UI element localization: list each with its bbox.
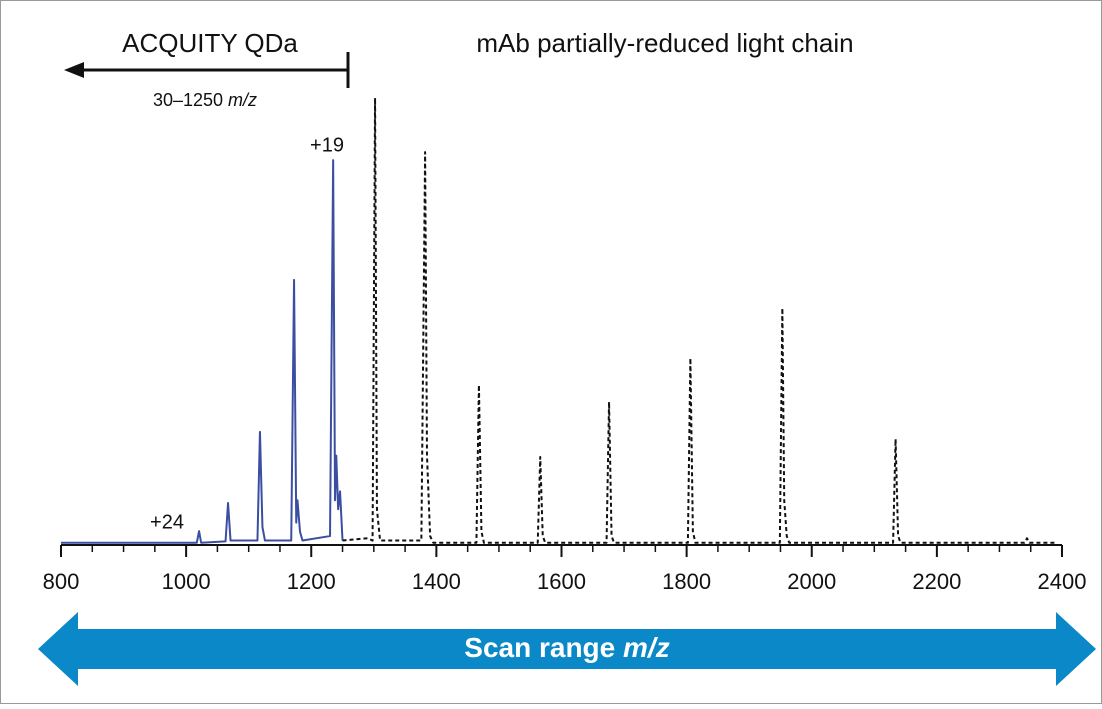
instrument-arrow-head [64,62,84,78]
spectrum-line [61,159,344,544]
x-tick-label: 800 [43,569,80,594]
x-tick-label: 2200 [912,569,961,594]
charge-label: +19 [310,134,344,156]
spectrum-line [342,97,1056,544]
scan-range-label: Scan range m/z [464,632,669,663]
x-tick-label: 1400 [412,569,461,594]
x-tick-label: 1200 [287,569,336,594]
instrument-label: ACQUITY QDa [122,28,298,58]
scan-range-unit: m/z [623,632,670,663]
x-tick-label: 2000 [787,569,836,594]
range-text: 30–1250 [153,90,228,110]
range-unit: m/z [228,90,257,110]
x-tick-label: 2400 [1038,569,1087,594]
x-tick-label: 1800 [662,569,711,594]
scan-range-text: Scan range [464,632,623,663]
x-tick-label: 1000 [162,569,211,594]
charge-label: +24 [150,511,184,533]
x-tick-label: 1600 [537,569,586,594]
scan-range-arrow [38,612,1096,686]
chart-title: mAb partially-reduced light chain [476,28,853,58]
instrument-range: 30–1250 m/z [153,90,257,110]
